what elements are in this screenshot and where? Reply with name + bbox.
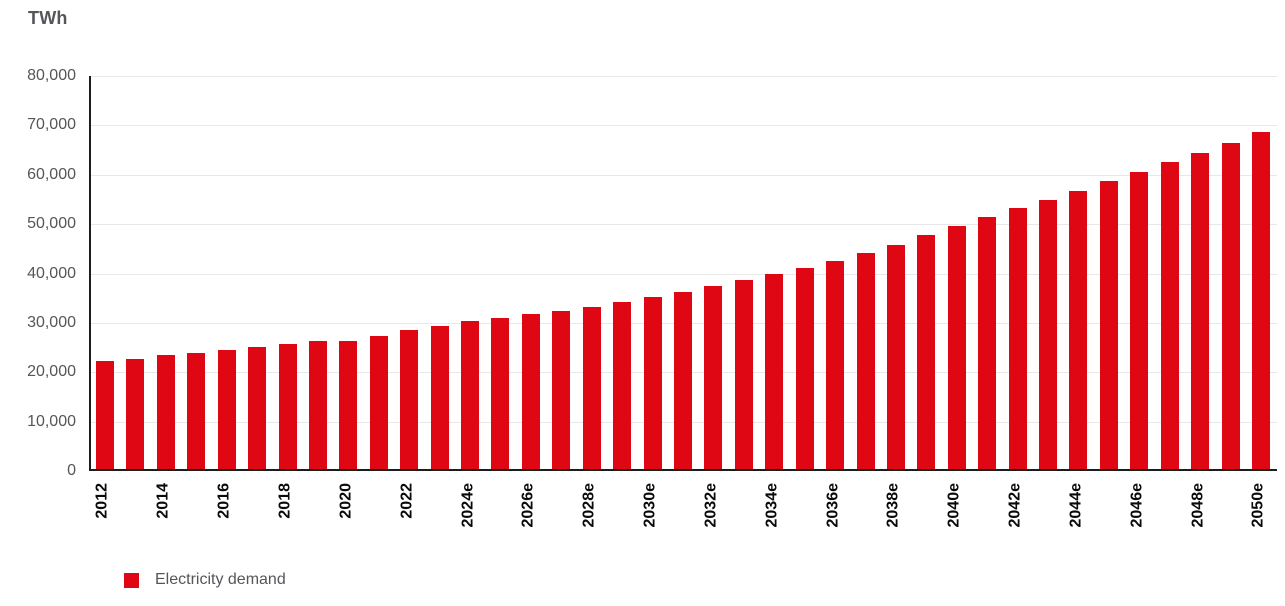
bar-2018 bbox=[278, 343, 297, 469]
x-tick-text: 2042e bbox=[1006, 483, 1024, 528]
x-tick-text: 2022 bbox=[398, 483, 416, 519]
y-tick-label-50000: 50,000 bbox=[27, 215, 76, 233]
bar-2014 bbox=[156, 354, 175, 469]
bar-2031e bbox=[673, 291, 692, 469]
x-tick-text: 2014 bbox=[154, 483, 172, 519]
bar-2015 bbox=[187, 353, 206, 469]
bar-2050e bbox=[1251, 132, 1270, 469]
bar-2034e bbox=[765, 274, 784, 469]
x-tick-text: 2044e bbox=[1067, 483, 1085, 528]
bar-2016 bbox=[217, 350, 236, 469]
bar-2038e bbox=[886, 244, 905, 469]
bar-2047e bbox=[1160, 162, 1179, 469]
bar-2026e bbox=[521, 314, 540, 469]
bar-2037e bbox=[856, 252, 875, 469]
x-tick-text: 2032e bbox=[702, 483, 720, 528]
y-tick-label-40000: 40,000 bbox=[27, 264, 76, 282]
y-tick-label-60000: 60,000 bbox=[27, 165, 76, 183]
bar-2041e bbox=[978, 217, 997, 469]
bar-2032e bbox=[704, 285, 723, 469]
x-tick-text: 2030e bbox=[641, 483, 659, 528]
y-tick-label-80000: 80,000 bbox=[27, 67, 76, 84]
x-tick-text: 2050e bbox=[1249, 483, 1267, 528]
bar-2022 bbox=[400, 330, 419, 469]
gridline-60000 bbox=[91, 174, 1277, 176]
x-tick-text: 2016 bbox=[215, 483, 233, 519]
legend: Electricity demand bbox=[124, 571, 286, 589]
bar-2049e bbox=[1221, 143, 1240, 469]
bar-2042e bbox=[1008, 208, 1027, 469]
bar-2020 bbox=[339, 341, 358, 469]
bar-2023 bbox=[430, 325, 449, 469]
x-tick-text: 2040e bbox=[945, 483, 963, 528]
y-tick-label-30000: 30,000 bbox=[27, 313, 76, 331]
bar-2013 bbox=[126, 358, 145, 469]
y-tick-label-0: 0 bbox=[67, 462, 76, 479]
bar-2044e bbox=[1069, 191, 1088, 469]
bar-2033e bbox=[734, 280, 753, 469]
legend-swatch-icon bbox=[124, 572, 139, 588]
bar-2024e bbox=[461, 321, 480, 469]
x-tick-text: 2038e bbox=[884, 483, 902, 528]
bar-2039e bbox=[917, 235, 936, 469]
x-tick-text: 2026e bbox=[519, 483, 537, 528]
bar-2048e bbox=[1191, 153, 1210, 469]
bar-2027e bbox=[552, 311, 571, 469]
gridline-80000 bbox=[91, 76, 1277, 77]
bar-2012 bbox=[96, 360, 114, 469]
x-tick-text: 2028e bbox=[580, 483, 598, 528]
x-tick-text: 2046e bbox=[1128, 483, 1146, 528]
bar-2035e bbox=[795, 267, 814, 469]
bar-2036e bbox=[826, 260, 845, 469]
bar-2045e bbox=[1099, 181, 1118, 469]
x-tick-text: 2012 bbox=[94, 483, 111, 519]
y-tick-label-20000: 20,000 bbox=[27, 363, 76, 381]
x-tick-text: 2034e bbox=[763, 483, 781, 528]
y-axis-unit-label: TWh bbox=[28, 8, 68, 28]
x-tick-text: 2048e bbox=[1189, 483, 1207, 528]
gridline-70000 bbox=[91, 125, 1277, 127]
bar-2043e bbox=[1039, 199, 1058, 469]
gridline-50000 bbox=[91, 224, 1277, 226]
bar-2017 bbox=[248, 347, 267, 469]
gridline-40000 bbox=[91, 273, 1277, 275]
bar-2019 bbox=[308, 340, 327, 469]
x-tick-text: 2036e bbox=[824, 483, 842, 528]
bar-2029e bbox=[613, 301, 632, 469]
y-tick-label-70000: 70,000 bbox=[27, 116, 76, 134]
x-tick-text: 2018 bbox=[276, 483, 294, 519]
x-tick-text: 2020 bbox=[337, 483, 355, 519]
y-tick-label-10000: 10,000 bbox=[27, 412, 76, 430]
bar-2028e bbox=[582, 306, 601, 469]
y-axis-tick-labels: 0 10,000 20,000 30,000 40,000 50,000 60,000 70,… bbox=[0, 0, 76, 500]
bar-2040e bbox=[947, 226, 966, 469]
bar-2021 bbox=[369, 335, 388, 469]
bar-2025e bbox=[491, 317, 510, 469]
bar-2030e bbox=[643, 297, 662, 469]
plot-area bbox=[89, 76, 1277, 471]
x-tick-text: 2024e bbox=[459, 483, 477, 528]
bar-2046e bbox=[1130, 171, 1149, 469]
legend-label: Electricity demand bbox=[155, 571, 286, 588]
